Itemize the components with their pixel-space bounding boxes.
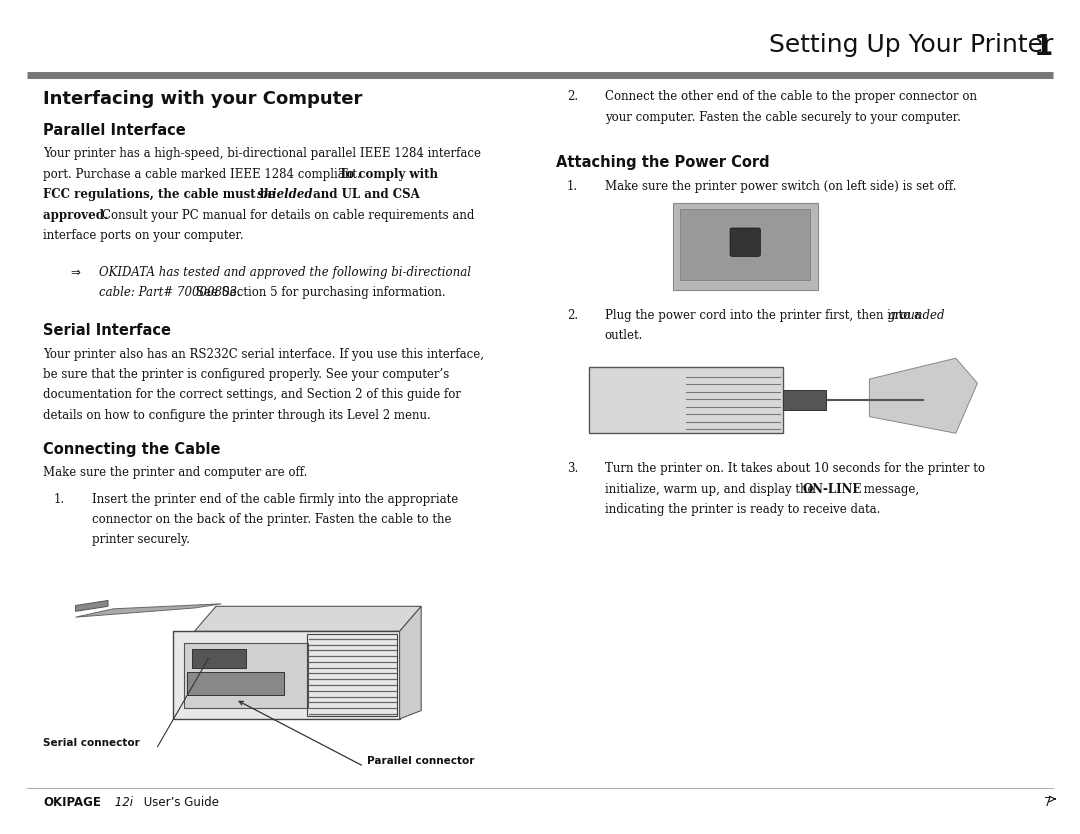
Text: outlet.: outlet. <box>605 329 644 342</box>
Polygon shape <box>192 650 246 668</box>
Text: 1.: 1. <box>54 493 65 505</box>
Polygon shape <box>76 600 108 611</box>
Text: be sure that the printer is configured properly. See your computer’s: be sure that the printer is configured p… <box>43 368 449 381</box>
Text: 7: 7 <box>1044 796 1052 809</box>
Text: Attaching the Power Cord: Attaching the Power Cord <box>556 155 770 170</box>
Polygon shape <box>184 643 309 708</box>
Text: Parallel connector: Parallel connector <box>367 756 474 766</box>
Text: 1: 1 <box>1034 33 1053 62</box>
Text: your computer. Fasten the cable securely to your computer.: your computer. Fasten the cable securely… <box>605 111 961 123</box>
Polygon shape <box>187 672 284 696</box>
Text: Your printer also has an RS232C serial interface. If you use this interface,: Your printer also has an RS232C serial i… <box>43 348 484 360</box>
Text: Serial connector: Serial connector <box>43 738 140 748</box>
Text: Connect the other end of the cable to the proper connector on: Connect the other end of the cable to th… <box>605 90 976 103</box>
Text: 12i: 12i <box>111 796 133 809</box>
Text: Plug the power cord into the printer first, then into a: Plug the power cord into the printer fir… <box>605 309 924 322</box>
Text: Turn the printer on. It takes about 10 seconds for the printer to: Turn the printer on. It takes about 10 s… <box>605 462 985 475</box>
FancyBboxPatch shape <box>673 203 818 289</box>
Polygon shape <box>400 606 421 719</box>
Text: Your printer has a high-speed, bi-directional parallel IEEE 1284 interface: Your printer has a high-speed, bi-direct… <box>43 148 482 160</box>
Text: connector on the back of the printer. Fasten the cable to the: connector on the back of the printer. Fa… <box>92 513 451 526</box>
Text: Parallel Interface: Parallel Interface <box>43 123 186 138</box>
Text: 1.: 1. <box>567 180 578 193</box>
Text: 3.: 3. <box>567 462 578 475</box>
Text: 2.: 2. <box>567 309 578 322</box>
Text: Make sure the printer power switch (on left side) is set off.: Make sure the printer power switch (on l… <box>605 180 956 193</box>
Text: Setting Up Your Printer: Setting Up Your Printer <box>737 33 1053 58</box>
Polygon shape <box>173 631 400 719</box>
Text: and UL and CSA: and UL and CSA <box>309 188 420 201</box>
Text: Serial Interface: Serial Interface <box>43 323 172 338</box>
Text: Make sure the printer and computer are off.: Make sure the printer and computer are o… <box>43 466 308 479</box>
Text: message,: message, <box>860 483 919 496</box>
Text: documentation for the correct settings, and Section 2 of this guide for: documentation for the correct settings, … <box>43 389 461 401</box>
FancyBboxPatch shape <box>589 366 783 433</box>
Text: indicating the printer is ready to receive data.: indicating the printer is ready to recei… <box>605 503 880 516</box>
Text: Insert the printer end of the cable firmly into the appropriate: Insert the printer end of the cable firm… <box>92 493 458 505</box>
Text: Interfacing with your Computer: Interfacing with your Computer <box>43 90 363 108</box>
FancyArrowPatch shape <box>239 701 362 765</box>
Text: ON-LINE: ON-LINE <box>802 483 862 496</box>
Text: shielded: shielded <box>257 188 313 201</box>
FancyBboxPatch shape <box>783 389 826 409</box>
Text: ON: ON <box>694 237 705 244</box>
Text: grounded: grounded <box>888 309 945 322</box>
Text: cable: Part# 70000803.: cable: Part# 70000803. <box>99 286 241 299</box>
Text: port. Purchase a cable marked IEEE 1284 compliant.: port. Purchase a cable marked IEEE 1284 … <box>43 168 365 181</box>
FancyBboxPatch shape <box>680 208 810 279</box>
Text: FCC regulations, the cable must be: FCC regulations, the cable must be <box>43 188 280 201</box>
Text: details on how to configure the printer through its Level 2 menu.: details on how to configure the printer … <box>43 409 431 422</box>
Text: User’s Guide: User’s Guide <box>140 796 219 809</box>
Text: OKIPAGE: OKIPAGE <box>43 796 102 809</box>
Text: OFF: OFF <box>760 237 773 244</box>
Text: Consult your PC manual for details on cable requirements and: Consult your PC manual for details on ca… <box>102 208 474 222</box>
Text: OKIDATA has tested and approved the following bi-directional: OKIDATA has tested and approved the foll… <box>99 266 471 279</box>
Polygon shape <box>869 358 977 433</box>
Text: initialize, warm up, and display the: initialize, warm up, and display the <box>605 483 818 496</box>
Text: approved.: approved. <box>43 208 112 222</box>
Text: ⇒: ⇒ <box>70 266 80 279</box>
Text: interface ports on your computer.: interface ports on your computer. <box>43 229 244 242</box>
Polygon shape <box>194 606 421 631</box>
Text: See Section 5 for purchasing information.: See Section 5 for purchasing information… <box>192 286 446 299</box>
Text: 2.: 2. <box>567 90 578 103</box>
Text: printer securely.: printer securely. <box>92 534 190 546</box>
Text: Connecting the Cable: Connecting the Cable <box>43 441 220 456</box>
Polygon shape <box>76 604 221 617</box>
Text: To comply with: To comply with <box>339 168 438 181</box>
FancyBboxPatch shape <box>730 228 760 256</box>
